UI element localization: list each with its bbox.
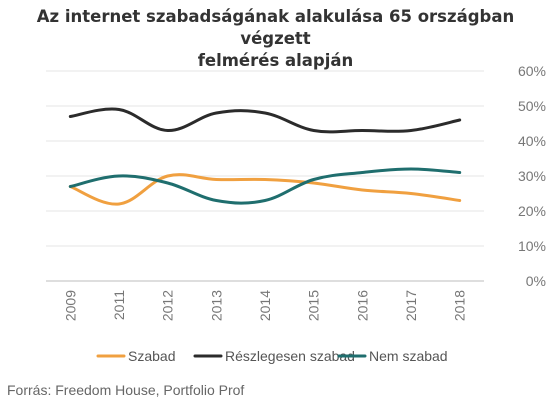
- y-tick-label: 50%: [518, 98, 546, 114]
- legend-label-2: Részlegesen szabad: [225, 348, 355, 364]
- chart-title: Az internet szabadságának alakulása 65 o…: [0, 6, 551, 72]
- y-tick-label: 10%: [518, 238, 546, 254]
- legend-label-1: Szabad: [128, 348, 175, 364]
- x-tick-label: 2016: [354, 290, 370, 321]
- x-tick-label: 2012: [160, 290, 176, 321]
- x-tick-label: 2018: [452, 290, 468, 321]
- x-tick-label: 2017: [403, 290, 419, 321]
- y-tick-label: 30%: [518, 168, 546, 184]
- series-line-2: [68, 107, 462, 134]
- x-tick-label: 2009: [62, 290, 78, 321]
- x-axis-tick-labels: 2009 2011 2012 2013 2014 2015 2016 2017 2018: [62, 290, 467, 321]
- series-lines: [68, 107, 462, 206]
- y-tick-label: 40%: [518, 133, 546, 149]
- series-line-1: [68, 173, 462, 206]
- x-tick-label: 2011: [111, 290, 127, 320]
- y-tick-label: 60%: [518, 63, 546, 79]
- x-tick-label: 2015: [306, 290, 322, 321]
- gridlines: [46, 70, 484, 282]
- y-tick-label: 20%: [518, 203, 546, 219]
- x-tick-label: 2013: [208, 290, 224, 321]
- chart-title-line-1: Az internet szabadságának alakulása 65 o…: [36, 7, 515, 48]
- source-note: Forrás: Freedom House, Portfolio Prof: [7, 382, 245, 398]
- chart-title-line-2: felmérés alapján: [197, 51, 354, 70]
- y-axis-tick-labels: 0% 10% 20% 30% 40% 50% 60%: [518, 63, 546, 289]
- legend-label-3: Nem szabad: [369, 348, 448, 364]
- series-line-3: [68, 167, 462, 205]
- y-tick-label: 0%: [526, 273, 546, 289]
- legend: Szabad Részlegesen szabad Nem szabad: [96, 348, 448, 364]
- x-tick-label: 2014: [257, 290, 273, 321]
